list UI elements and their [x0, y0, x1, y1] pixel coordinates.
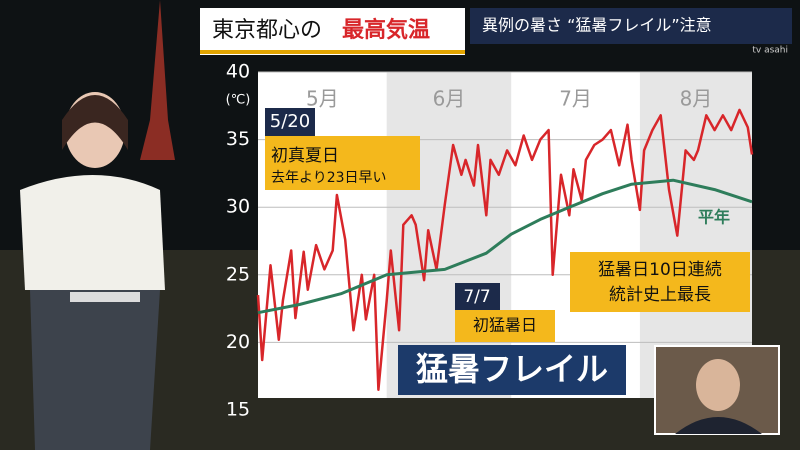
presenter-blouse: [20, 175, 165, 290]
topic-box: [470, 8, 792, 44]
banner: 猛暑フレイル: [416, 350, 608, 388]
topic: 異例の暑さ “猛暑フレイル”注意: [482, 16, 712, 35]
channel-logo: tv asahi: [752, 46, 788, 56]
callout-title: 初真夏日: [271, 146, 339, 166]
presenter-paper: [70, 292, 140, 302]
callout-title: 初猛暑日: [473, 316, 537, 335]
legend-entry: 平年: [698, 208, 730, 227]
title-accent: 最高気温: [342, 17, 430, 43]
x-tick-label: 5月: [306, 87, 339, 111]
y-tick-label: 30: [226, 196, 250, 218]
callout-box: [265, 136, 420, 190]
record-line: 猛暑日10日連続: [598, 260, 722, 280]
title-main: 東京都心の: [212, 18, 322, 43]
title-underline: [200, 50, 465, 54]
callout-note: 去年より23日早い: [271, 170, 387, 186]
y-tick-label: 35: [226, 128, 250, 150]
banner-box: [398, 345, 626, 395]
presenter-skirt: [30, 290, 160, 450]
date-box: [455, 283, 500, 310]
x-tick-label: 7月: [559, 87, 592, 111]
x-tick-label: 6月: [433, 87, 466, 111]
date-box: [265, 108, 315, 136]
record-line: 統計史上最長: [609, 285, 711, 305]
y-tick-label: 25: [226, 263, 250, 285]
title-box: [200, 8, 465, 55]
presenter-hair: [62, 95, 128, 150]
plot: 5月 6月 7月 8月: [256, 71, 754, 398]
callout-box: [455, 310, 555, 342]
commentator-face: [696, 359, 740, 411]
y-tick-label: 20: [226, 331, 250, 353]
date-label: 5/20: [270, 111, 310, 132]
y-tick-label: 15: [226, 399, 250, 421]
x-tick-label: 8月: [680, 87, 713, 111]
record-box: [570, 252, 750, 312]
series-line: [256, 108, 754, 391]
commentator-suit: [675, 417, 762, 434]
unit-label: (℃): [226, 93, 251, 108]
tower: [140, 0, 175, 160]
series-line: [257, 178, 753, 315]
y-tick-label: 40: [226, 61, 250, 83]
date-label: 7/7: [463, 287, 490, 307]
month-band: [386, 72, 512, 398]
